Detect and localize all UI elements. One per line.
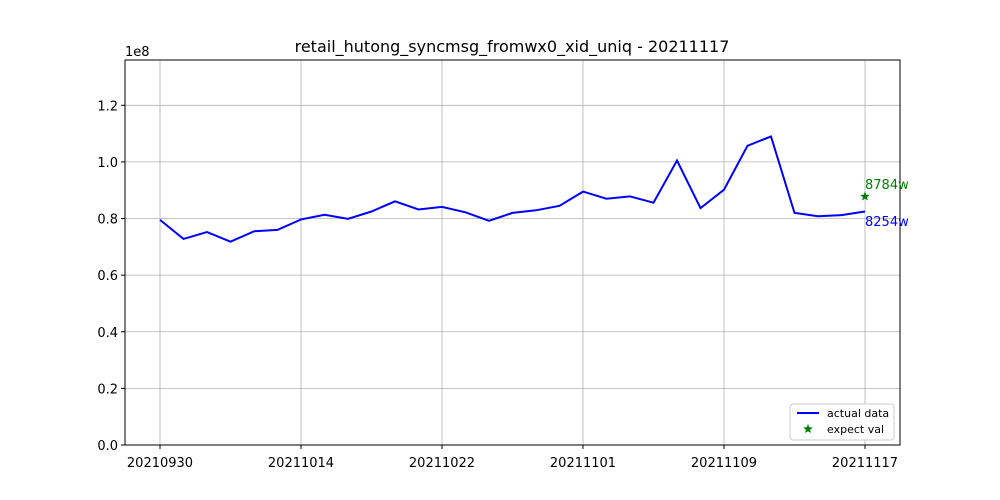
x-tick-label: 20211022 [409, 456, 475, 471]
y-tick-label: 1.0 [97, 156, 118, 171]
grid-lines [125, 60, 900, 446]
expect-value-marker [860, 191, 870, 201]
y-scale-label: 1e8 [125, 45, 150, 60]
y-tick-label: 0.8 [97, 213, 118, 228]
series-layer [159, 135, 870, 243]
actual-value-annotation: 8254w [865, 215, 909, 230]
y-tick-label: 1.2 [97, 99, 118, 114]
legend: actual data expect val [789, 403, 895, 441]
y-tick-label: 0.0 [97, 439, 118, 454]
x-axis: 20210930 20211014 20211022 20211101 20211109… [127, 445, 898, 471]
chart-title: retail_hutong_syncmsg_fromwx0_xid_uniq -… [295, 37, 730, 57]
x-tick-label: 20210930 [127, 456, 193, 471]
x-tick-label: 20211117 [832, 456, 898, 471]
legend-star-swatch [803, 424, 813, 433]
legend-label-expect: expect val [827, 423, 884, 436]
legend-label-actual: actual data [827, 407, 889, 420]
x-tick-label: 20211101 [550, 456, 616, 471]
x-tick-label: 20211014 [268, 456, 334, 471]
y-tick-label: 0.2 [97, 382, 118, 397]
actual-data-line [159, 135, 866, 243]
expect-value-annotation: 8784w [865, 178, 909, 193]
x-tick-label: 20211109 [691, 456, 757, 471]
axes-frame [124, 59, 901, 446]
y-tick-label: 0.4 [97, 326, 118, 341]
y-tick-label: 0.6 [97, 269, 118, 284]
y-axis: 0.0 0.2 0.4 0.6 0.8 1.0 1.2 [97, 99, 125, 454]
